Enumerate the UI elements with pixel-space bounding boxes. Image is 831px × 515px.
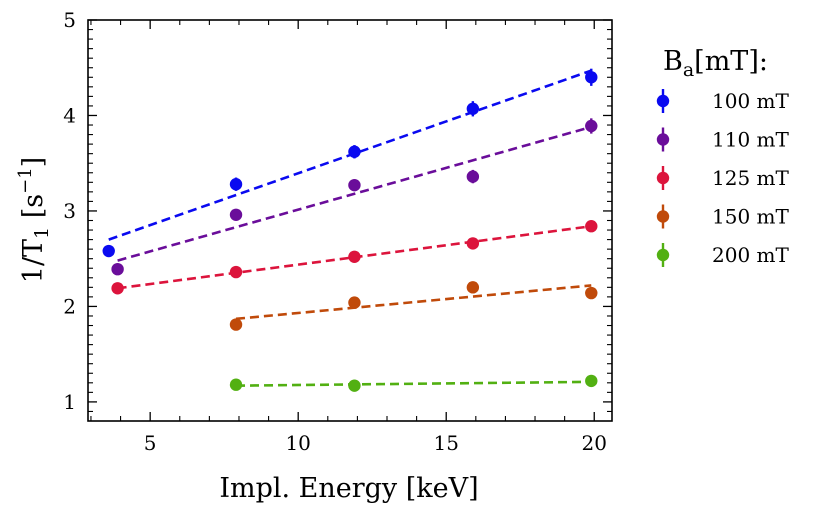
- y-label-unit-close: ]: [18, 157, 49, 168]
- legend-marker: [656, 133, 670, 146]
- legend-label: 110 mT: [712, 128, 789, 152]
- data-point: [111, 282, 124, 295]
- y-tick-label: 3: [63, 199, 76, 223]
- x-tick-label: 5: [144, 431, 157, 455]
- data-point: [111, 262, 124, 276]
- legend-entry: 200 mT: [656, 243, 789, 267]
- x-tick-label: 20: [582, 431, 607, 455]
- legend-label: 100 mT: [712, 89, 789, 113]
- legend-title-rest: [mT]:: [694, 46, 768, 77]
- fit-line: [117, 125, 592, 262]
- series-100-mt: [102, 68, 598, 258]
- data-point: [585, 286, 598, 300]
- y-label-main: 1/T: [18, 239, 49, 283]
- data-point: [229, 318, 243, 331]
- data-point: [229, 378, 243, 391]
- series-110-mt: [111, 118, 598, 276]
- fit-line: [235, 284, 592, 321]
- y-tick-label: 5: [63, 8, 76, 32]
- data-point: [229, 208, 243, 221]
- data-point: [348, 178, 361, 192]
- legend-label: 150 mT: [712, 205, 789, 229]
- y-tick-label: 4: [63, 103, 76, 127]
- legend-entry: 110 mT: [656, 127, 789, 152]
- data-point: [348, 250, 361, 263]
- data-point: [585, 71, 598, 84]
- y-tick-label: 1: [63, 390, 76, 414]
- x-tick-label: 10: [285, 431, 310, 455]
- y-tick-label: 2: [63, 294, 76, 318]
- y-label-sub: 1: [31, 227, 53, 239]
- legend-label: 200 mT: [712, 243, 789, 267]
- series-200-mt: [229, 374, 598, 392]
- data-point: [348, 379, 361, 392]
- data-point: [585, 374, 598, 388]
- y-label-unit-open: [s: [18, 194, 49, 227]
- data-point: [466, 102, 480, 115]
- legend: 100 mT 110 mT 125 mT 150 mT 200 mT: [656, 89, 789, 267]
- data-point: [585, 119, 598, 133]
- y-label-sup: −1: [15, 167, 36, 194]
- axes: 5 10 15 20 1 2 3 4 5: [63, 8, 613, 455]
- plot-area: [102, 68, 598, 392]
- y-axis-label: 1/T1 [s−1]: [15, 157, 53, 283]
- data-point: [229, 265, 243, 279]
- data-point: [229, 178, 243, 191]
- legend-entry: 125 mT: [656, 166, 789, 190]
- fit-line: [236, 380, 592, 387]
- data-point: [466, 170, 480, 183]
- legend-marker: [656, 248, 670, 262]
- data-point: [102, 244, 115, 258]
- legend-title: Ba[mT]:: [663, 46, 768, 81]
- legend-marker: [656, 210, 670, 223]
- data-point: [466, 237, 480, 250]
- legend-title-sub: a: [683, 59, 694, 81]
- legend-title-main: B: [663, 46, 683, 77]
- data-point: [348, 296, 361, 309]
- data-point: [466, 281, 480, 294]
- series-150-mt: [229, 281, 598, 331]
- legend-marker: [656, 171, 670, 185]
- x-axis-label: Impl. Energy [keV]: [219, 473, 478, 504]
- x-tick-label: 15: [433, 431, 458, 455]
- data-point: [585, 220, 598, 233]
- legend-label: 125 mT: [712, 166, 789, 190]
- legend-marker: [656, 94, 670, 108]
- series-125-mt: [111, 220, 598, 295]
- legend-entry: 100 mT: [656, 89, 789, 113]
- legend-entry: 150 mT: [656, 204, 789, 229]
- data-point: [348, 145, 361, 158]
